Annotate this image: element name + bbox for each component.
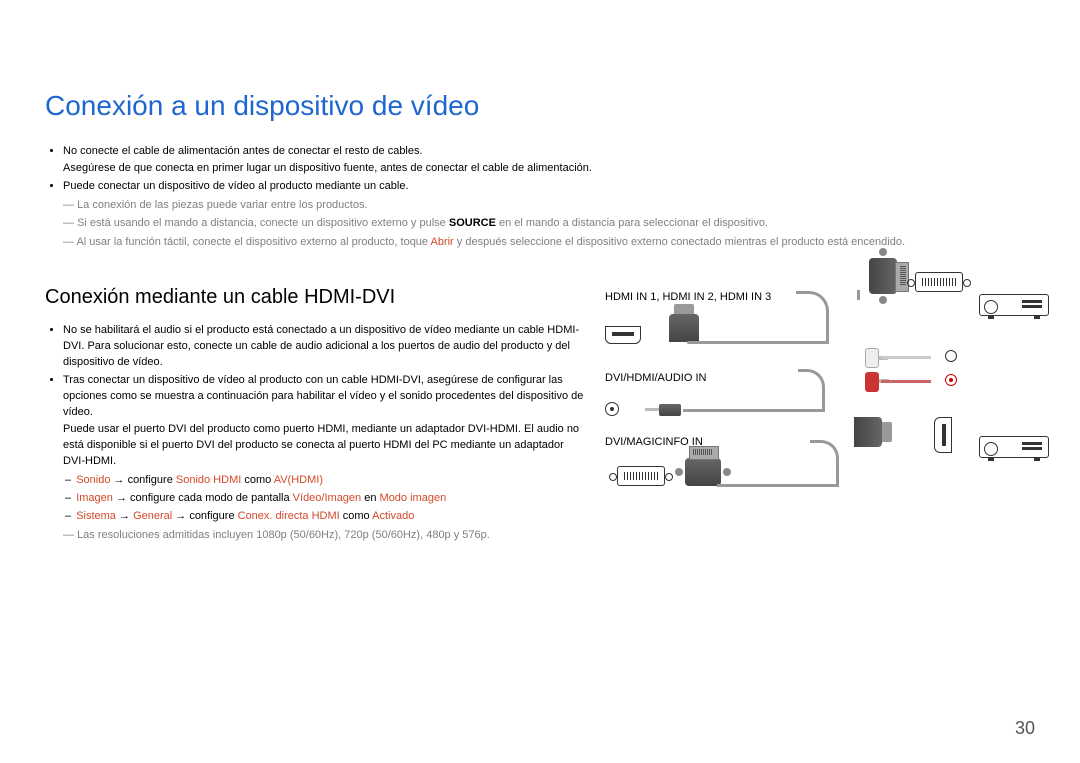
audio-jack-port-icon: [605, 402, 619, 416]
rca-red-connector-icon: [865, 372, 879, 392]
connection-diagram-hdmi-dvi: HDMI IN 1, HDMI IN 2, HDMI IN 3 DVI/HDMI…: [605, 286, 1035, 426]
left-column: Conexión mediante un cable HDMI-DVI No s…: [45, 286, 585, 546]
accent-text: Sonido: [76, 474, 110, 486]
cable-icon: [857, 290, 860, 300]
accent-text: Conex. directa HDMI: [238, 510, 340, 522]
plain-text: como: [340, 510, 372, 522]
section-footnote: ― Las resoluciones admitidas incluyen 10…: [45, 527, 585, 544]
accent-text: Imagen: [76, 492, 113, 504]
connection-diagram-dvi-hdmi: DVI/MAGICINFO IN: [605, 436, 1035, 546]
accent-text: Modo imagen: [380, 492, 447, 504]
hdmi-connector-icon: [854, 417, 882, 447]
note-text: y después seleccione el dispositivo exte…: [454, 236, 905, 248]
dvi-connector-icon: [685, 458, 721, 486]
audio-jack-connector-icon: [659, 404, 681, 416]
bullet-continuation: Puede usar el puerto DVI del producto co…: [63, 422, 585, 470]
cable-icon: [881, 380, 931, 383]
hdmi-connector-icon: [669, 314, 699, 342]
rca-red-port-icon: [945, 374, 957, 386]
accent-text: AV(HDMI): [274, 474, 323, 486]
page-number: 30: [1015, 718, 1035, 739]
intro-notes: ― La conexión de las piezas puede variar…: [45, 197, 1035, 251]
section-heading: Conexión mediante un cable HDMI-DVI: [45, 286, 585, 309]
note-text: La conexión de las piezas puede variar e…: [77, 199, 367, 211]
plain-text: →: [116, 510, 133, 522]
sub-item: Sonido → configure Sonido HDMI como AV(H…: [77, 472, 585, 489]
plain-text: → configure cada modo de pantalla: [113, 492, 293, 504]
plain-text: → configure: [110, 474, 175, 486]
bullet-continuation: Asegúrese de que conecta en primer lugar…: [63, 161, 1035, 177]
note-line: ― Si está usando el mando a distancia, c…: [63, 215, 1035, 232]
section-bullet-list: No se habilitará el audio si el producto…: [45, 323, 585, 525]
bullet-text: Puede conectar un dispositivo de vídeo a…: [63, 180, 409, 192]
note-accent: Abrir: [431, 236, 454, 248]
note-text: en el mando a distancia para seleccionar…: [496, 217, 768, 229]
diagram-port-label: DVI/HDMI/AUDIO IN: [605, 372, 706, 384]
video-device-icon: [979, 436, 1049, 458]
list-item: No se habilitará el audio si el producto…: [63, 323, 585, 371]
rca-white-port-icon: [945, 350, 957, 362]
cable-icon: [683, 409, 823, 412]
cable-icon: [687, 341, 827, 344]
diagram-port-label: HDMI IN 1, HDMI IN 2, HDMI IN 3: [605, 291, 771, 303]
cable-icon: [881, 356, 931, 359]
note-line: ― Las resoluciones admitidas incluyen 10…: [63, 527, 585, 544]
bullet-text: No conecte el cable de alimentación ante…: [63, 145, 423, 157]
plain-text: en: [361, 492, 379, 504]
accent-text: Sistema: [76, 510, 116, 522]
dvi-connector-icon: [869, 258, 897, 294]
note-text: Si está usando el mando a distancia, con…: [77, 217, 449, 229]
bullet-text: No se habilitará el audio si el producto…: [63, 324, 579, 368]
plain-text: → configure: [172, 510, 237, 522]
bullet-text: Tras conectar un dispositivo de vídeo al…: [63, 374, 583, 418]
accent-text: Activado: [372, 510, 414, 522]
video-device-icon: [979, 294, 1049, 316]
accent-text: Vídeo/Imagen: [293, 492, 362, 504]
accent-text: General: [133, 510, 172, 522]
plain-text: como: [241, 474, 273, 486]
hdmi-port-icon: [934, 417, 952, 453]
dvi-port-icon: [915, 272, 963, 292]
note-bold: SOURCE: [449, 217, 496, 229]
page-title: Conexión a un dispositivo de vídeo: [45, 90, 1035, 122]
dvi-port-icon: [617, 466, 665, 486]
accent-text: Sonido HDMI: [176, 474, 241, 486]
cable-icon: [717, 484, 837, 487]
sub-bullet-list: Sonido → configure Sonido HDMI como AV(H…: [63, 472, 585, 525]
note-text: Las resoluciones admitidas incluyen 1080…: [77, 529, 490, 541]
right-column: HDMI IN 1, HDMI IN 2, HDMI IN 3 DVI/HDMI…: [605, 286, 1035, 546]
rca-white-connector-icon: [865, 348, 879, 368]
sub-item: Imagen → configure cada modo de pantalla…: [77, 490, 585, 507]
sub-item: Sistema → General → configure Conex. dir…: [77, 508, 585, 525]
list-item: Puede conectar un dispositivo de vídeo a…: [63, 179, 1035, 195]
note-line: ― La conexión de las piezas puede variar…: [63, 197, 1035, 214]
note-text: Al usar la función táctil, conecte el di…: [76, 236, 430, 248]
list-item: No conecte el cable de alimentación ante…: [63, 144, 1035, 177]
intro-bullet-list: No conecte el cable de alimentación ante…: [45, 144, 1035, 195]
hdmi-port-icon: [605, 326, 641, 344]
note-line: ― Al usar la función táctil, conecte el …: [63, 234, 1035, 251]
list-item: Tras conectar un dispositivo de vídeo al…: [63, 373, 585, 525]
